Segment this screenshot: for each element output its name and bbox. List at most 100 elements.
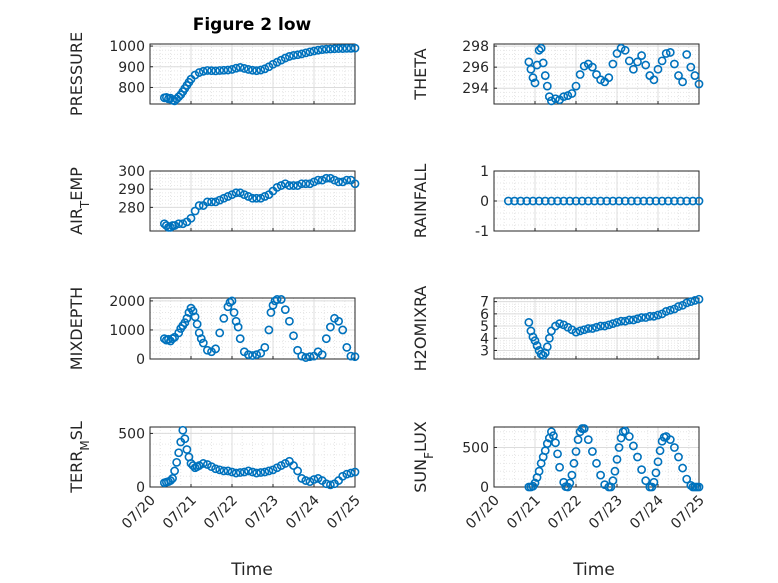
data-point	[325, 173, 335, 183]
data-point	[309, 177, 319, 187]
data-point	[542, 81, 552, 91]
data-point	[239, 64, 249, 73]
x-tick-label: 07/21	[160, 493, 200, 533]
data-point	[198, 66, 208, 76]
data-point	[624, 432, 634, 441]
data-point	[198, 459, 208, 468]
y-tick-label: 0	[480, 194, 489, 210]
data-point	[665, 435, 675, 445]
data-point	[688, 196, 698, 206]
data-point	[532, 341, 542, 350]
data-point	[289, 50, 298, 60]
data-point	[321, 173, 331, 183]
data-point	[637, 51, 646, 60]
data-point	[694, 196, 704, 206]
data-point	[565, 478, 575, 488]
subplot-rainfall: -1 0 1 RAINFALL	[411, 164, 704, 240]
data-point	[567, 470, 577, 480]
data-point	[301, 353, 311, 362]
data-point	[573, 435, 583, 445]
y-axis-label: TERRMSL	[67, 421, 92, 494]
data-point	[674, 452, 683, 462]
data-point	[624, 315, 634, 325]
y-tick-label: 3	[480, 343, 489, 359]
data-point	[215, 465, 225, 475]
data-point	[264, 325, 274, 335]
data-point	[641, 313, 651, 322]
y-tick-label: 6	[480, 307, 489, 323]
data-point	[510, 196, 519, 206]
data-point	[596, 196, 605, 206]
data-point	[670, 443, 679, 452]
data-point	[663, 196, 673, 206]
data-point	[227, 467, 237, 477]
axes-box	[493, 297, 700, 360]
data-point	[674, 71, 683, 80]
data-point	[571, 81, 581, 91]
data-point	[528, 196, 538, 206]
data-point	[301, 48, 311, 58]
y-axis-label: SUNFLUX	[411, 421, 436, 493]
data-point	[172, 457, 182, 467]
data-point	[174, 328, 184, 338]
data-point	[592, 458, 601, 468]
data-point	[694, 482, 704, 492]
data-point	[194, 68, 204, 77]
data-point	[637, 313, 646, 322]
x-tick-label: 07/24	[283, 492, 323, 532]
data-point	[184, 308, 194, 317]
data-point	[633, 452, 642, 462]
data-point	[665, 48, 675, 57]
data-point	[223, 302, 233, 312]
y-axis-label: RAINFALL	[411, 164, 430, 239]
data-point	[180, 434, 190, 444]
subplot-pressure: 800 900 1000 PRESSURE	[67, 32, 360, 116]
data-point	[588, 447, 597, 456]
data-point	[649, 75, 659, 85]
data-point	[342, 175, 352, 185]
y-axis-label: MIXDEPTH	[67, 287, 86, 370]
data-point	[678, 77, 687, 87]
data-point	[639, 196, 649, 206]
x-tick-label: 07/23	[586, 493, 626, 533]
data-point	[645, 311, 655, 321]
data-point	[264, 466, 274, 476]
data-point	[645, 196, 655, 206]
data-point	[682, 50, 692, 59]
data-point	[608, 196, 618, 206]
axes-box	[493, 426, 700, 488]
data-point	[231, 63, 241, 73]
data-point	[633, 196, 642, 206]
subplot-theta: 294 296 298 THETA	[411, 39, 704, 106]
data-point	[256, 193, 266, 203]
data-point	[227, 190, 237, 200]
data-point	[528, 73, 538, 83]
data-point	[522, 196, 532, 206]
data-point	[596, 470, 605, 480]
data-point	[289, 331, 298, 341]
data-point	[577, 196, 587, 206]
y-tick-label: 800	[118, 80, 145, 96]
y-axis-label: AIRTEMP	[67, 167, 92, 235]
data-point	[588, 324, 597, 333]
data-point	[321, 334, 331, 344]
data-point	[651, 196, 661, 206]
data-point	[297, 179, 307, 189]
data-point	[248, 351, 257, 360]
data-point	[334, 316, 343, 326]
data-point	[608, 319, 618, 329]
data-point	[620, 426, 630, 436]
data-point	[166, 222, 175, 232]
data-point	[170, 466, 179, 476]
data-point	[571, 447, 581, 456]
y-tick-label: 900	[118, 60, 145, 76]
data-point	[649, 311, 659, 321]
data-point	[280, 305, 290, 315]
axes-box	[149, 170, 356, 232]
data-point	[614, 196, 624, 206]
data-point	[600, 321, 610, 331]
data-point	[676, 196, 685, 206]
data-point	[653, 64, 663, 74]
data-point	[235, 188, 245, 198]
